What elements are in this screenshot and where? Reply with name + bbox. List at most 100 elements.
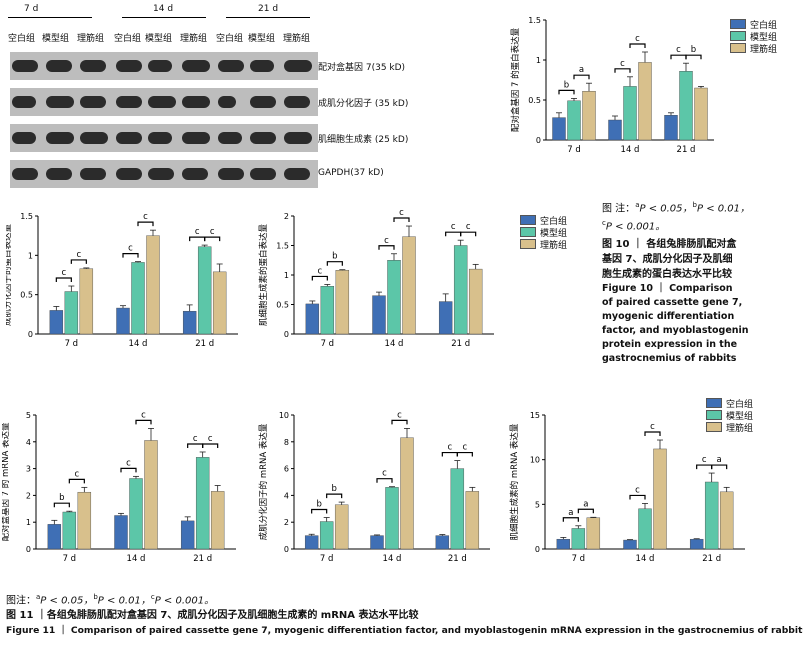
x-tick-label: 7 d [567, 145, 581, 155]
x-tick-label: 21 d [451, 339, 470, 349]
significance-label: c [208, 434, 213, 444]
bar [582, 90, 596, 141]
figure-11-note: 图注：aP < 0.05，bP < 0.01，cP < 0.001。 [6, 593, 215, 607]
significance-bracket [441, 451, 458, 457]
y-tick-label: 2 [284, 212, 289, 221]
blot-time-label-14d: 14 d [153, 4, 174, 14]
blot-lane-label: 模型组 [145, 34, 173, 44]
bar [385, 487, 399, 550]
blot-lane-label: 理筋组 [180, 34, 208, 44]
blot-lane-label: 空白组 [216, 34, 244, 44]
bar [438, 301, 453, 335]
blot-band [116, 168, 142, 180]
x-tick-label: 14 d [621, 145, 640, 155]
blot-band [284, 60, 312, 72]
bar [689, 538, 704, 550]
significance-label: c [317, 266, 322, 276]
bar [653, 448, 667, 550]
bar [638, 62, 652, 141]
significance-label: b [331, 484, 336, 494]
y-tick-label: 10 [279, 411, 289, 420]
significance-bracket [670, 54, 687, 60]
blot-group-line-21d [226, 17, 310, 18]
blot-time-label-21d: 21 d [258, 4, 279, 14]
legend-entry: 空白组 [520, 214, 567, 227]
y-tick-label: 0 [26, 545, 31, 554]
blot-band [284, 96, 310, 108]
y-tick-label: 1 [28, 251, 33, 260]
bar [552, 117, 566, 141]
y-tick-label: 1 [284, 271, 289, 280]
significance-bracket [445, 231, 462, 237]
blot-band [284, 168, 310, 180]
blot-row-label-myog: 肌细胞生成素 (25 kD) [318, 135, 409, 145]
bar [638, 508, 652, 550]
bar [62, 511, 77, 550]
x-tick-label: 21 d [677, 145, 696, 155]
bar [586, 517, 601, 550]
legend-label: 模型组 [540, 228, 568, 239]
significance-label: c [650, 422, 655, 432]
bar [212, 271, 227, 335]
legend-swatch [706, 410, 722, 420]
bar [468, 268, 483, 335]
significance-bracket [378, 245, 395, 250]
bar [372, 295, 386, 335]
bar [131, 262, 145, 335]
legend-entry: 空白组 [706, 397, 753, 410]
blot-band [116, 132, 142, 144]
significance-label: c [141, 410, 146, 420]
x-tick-label: 21 d [193, 554, 212, 564]
significance-bracket [614, 68, 631, 73]
significance-bracket [456, 451, 473, 457]
significance-label: b [316, 500, 321, 510]
legend-entry: 空白组 [730, 18, 777, 31]
significance-label: c [143, 212, 148, 222]
bar [129, 478, 143, 550]
significance-bracket [696, 464, 713, 470]
figure-10-title-en: Figure 10 ｜ Comparison of paired cassett… [602, 282, 749, 364]
y-tick-label: 1.5 [528, 16, 541, 25]
bar [195, 457, 210, 550]
blot-band [46, 96, 74, 108]
blot-band [46, 60, 72, 72]
blot-band [218, 168, 244, 180]
blot-band [250, 168, 276, 180]
x-tick-label: 21 d [448, 554, 467, 564]
significance-label: c [466, 222, 471, 232]
blot-band [250, 132, 276, 144]
significance-label: a [717, 455, 722, 465]
y-tick-label: 2 [26, 491, 31, 500]
y-tick-label: 0 [535, 545, 540, 554]
significance-label: c [635, 485, 640, 495]
x-tick-label: 14 d [385, 339, 404, 349]
x-tick-label: 21 d [702, 554, 721, 563]
blot-band [250, 60, 274, 72]
legend-swatch [706, 398, 722, 408]
blot-row-image [10, 160, 318, 188]
x-tick-label: 14 d [129, 339, 148, 349]
x-tick-label: 7 d [572, 554, 586, 563]
blot-band [148, 132, 172, 144]
significance-bracket [122, 253, 139, 258]
blot-row-label-pax7: 配对盒基因 7(35 kD) [318, 63, 406, 73]
y-tick-label: 6 [284, 465, 289, 474]
legend-entry: 模型组 [730, 30, 777, 43]
bar [435, 535, 450, 550]
bar [400, 437, 414, 550]
blot-band [218, 96, 236, 108]
y-axis-title: 肌细胞生成素的蛋白表达量 [258, 224, 269, 327]
significance-bracket [393, 217, 410, 223]
significance-bracket [629, 494, 646, 500]
x-tick-label: 7 d [63, 554, 77, 564]
blot-band [80, 132, 108, 144]
significance-bracket [120, 467, 137, 473]
bar [719, 491, 734, 550]
y-tick-label: 0 [536, 136, 541, 145]
legend-entry: 理筋组 [730, 42, 777, 55]
significance-label: a [579, 65, 584, 75]
bar [304, 535, 319, 550]
